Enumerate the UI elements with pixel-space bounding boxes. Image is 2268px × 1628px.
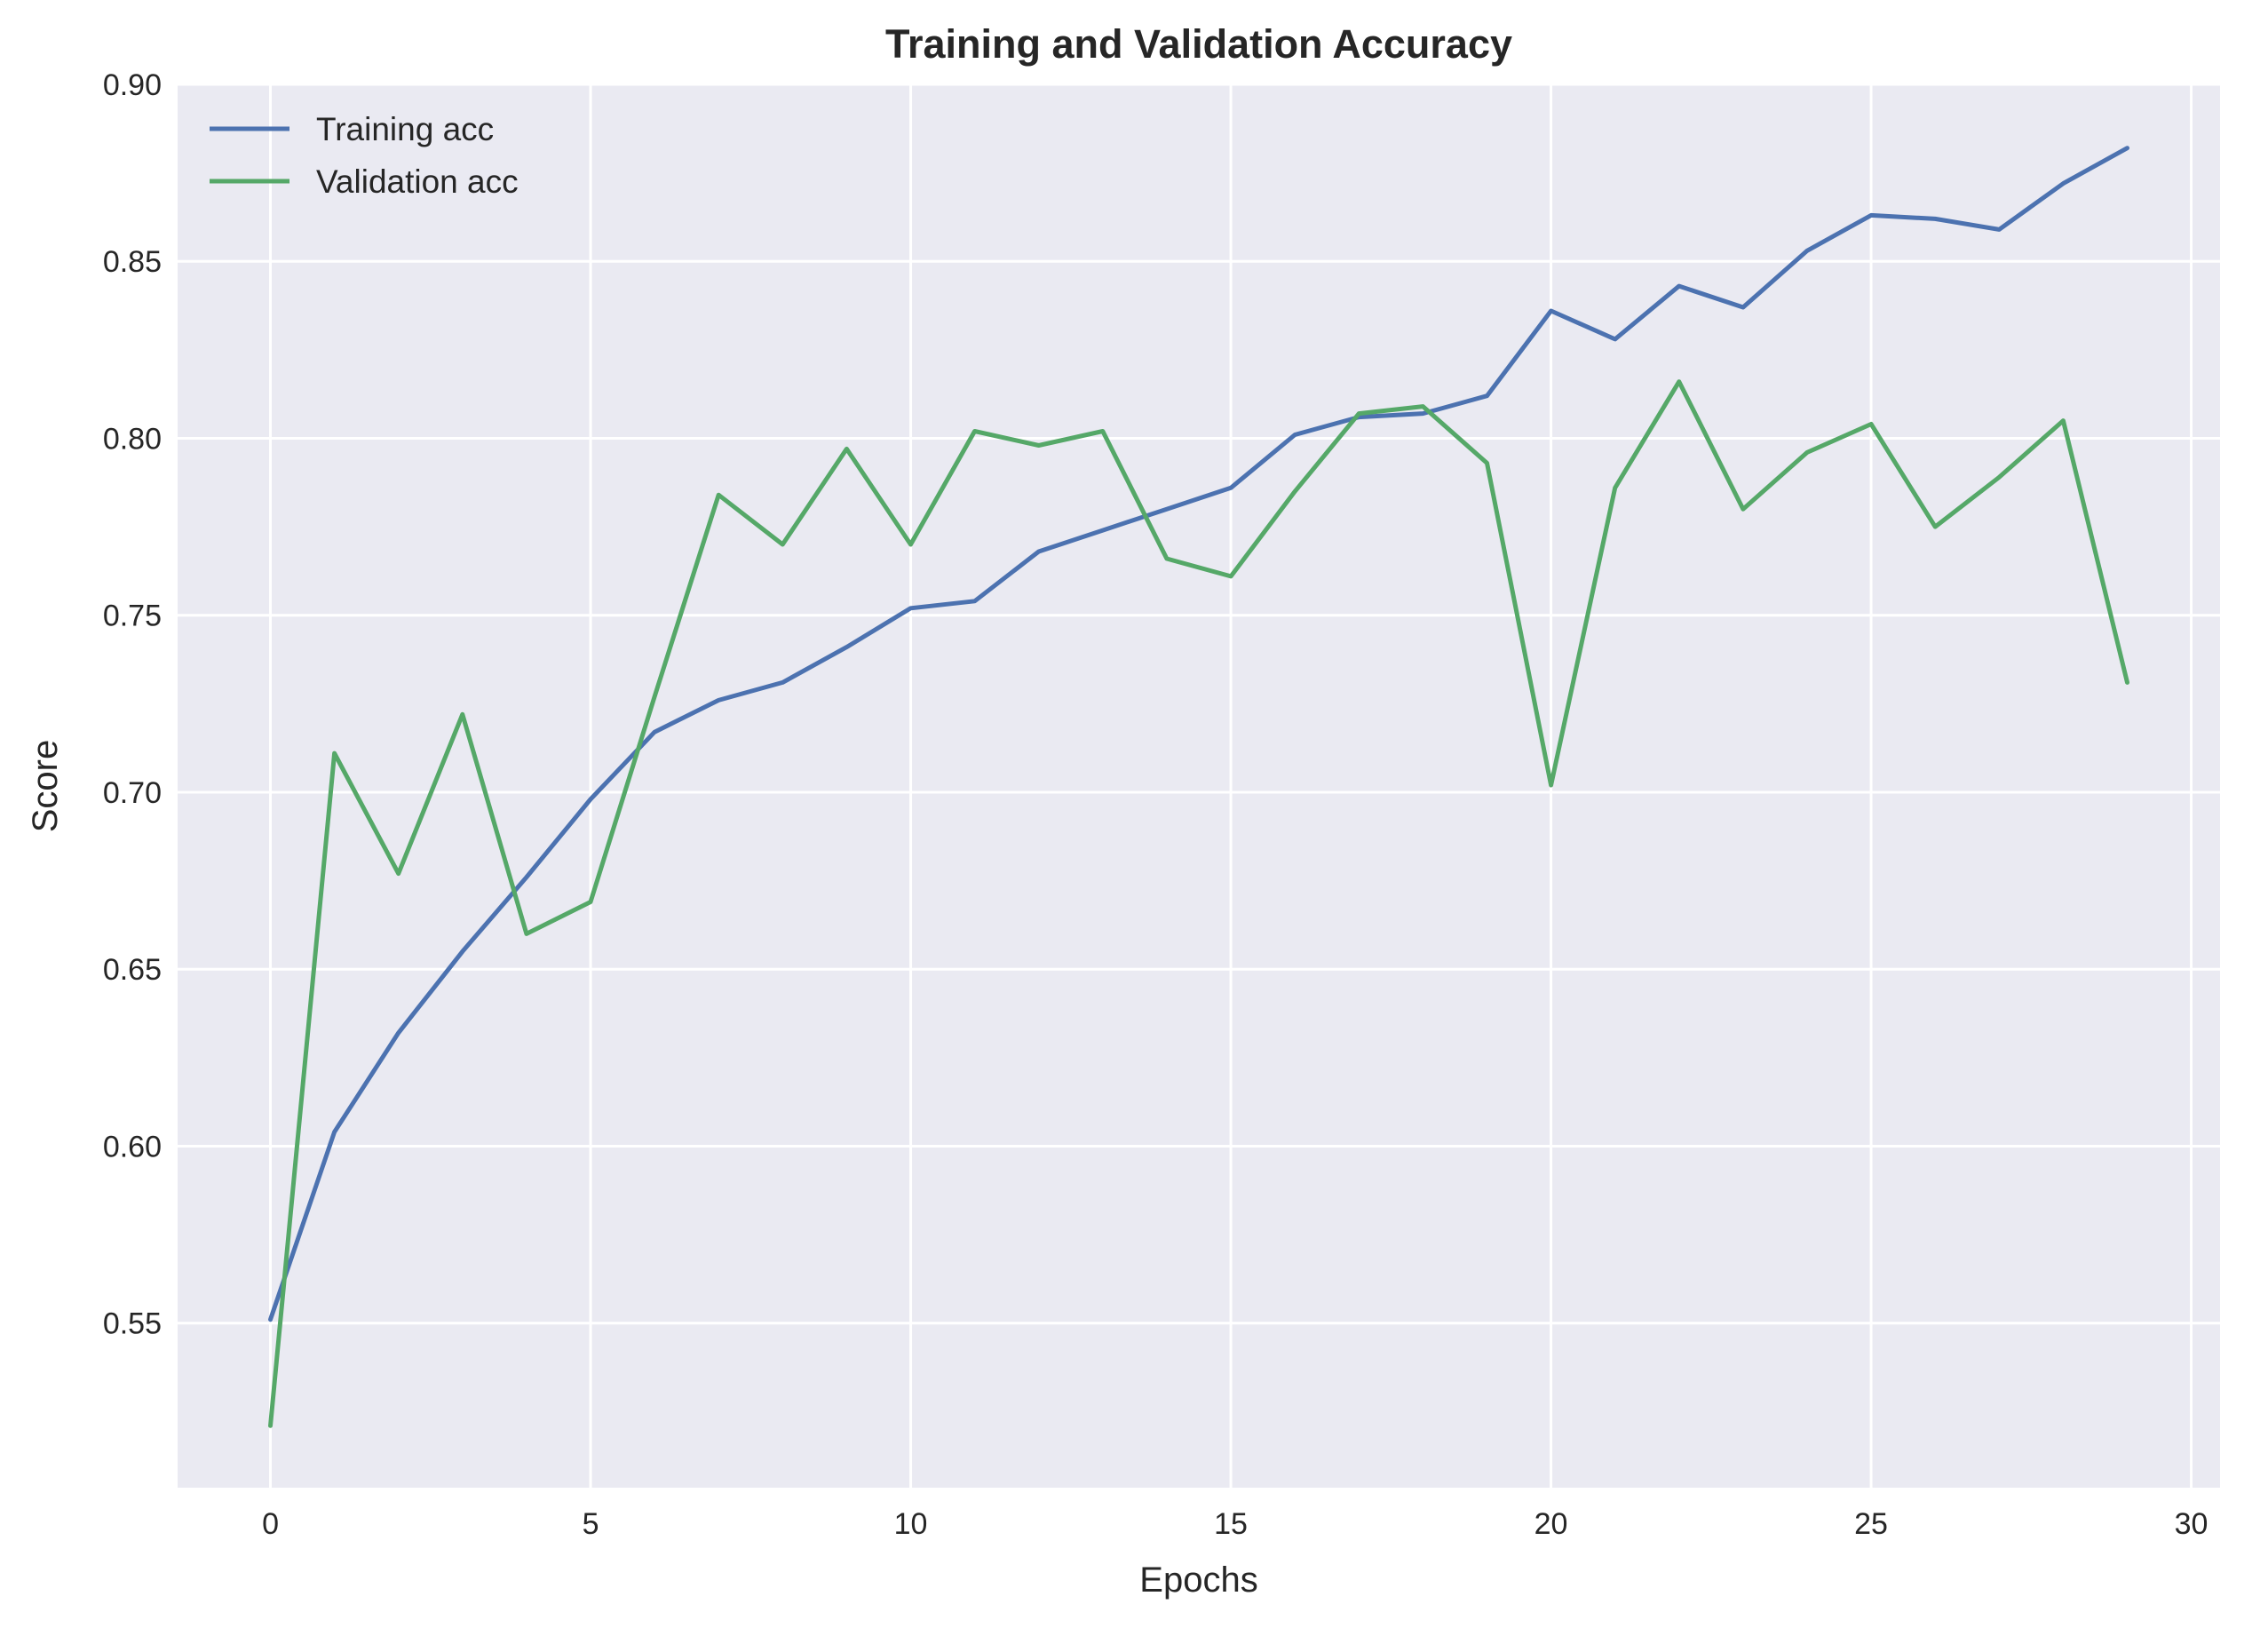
- y-tick-label: 0.60: [103, 1130, 162, 1163]
- series-line-training: [268, 146, 2129, 1322]
- y-tick-labels: 0.55 0.60 0.65 0.70 0.75 0.80 0.85 0.90: [103, 68, 162, 1341]
- x-tick-label: 30: [2175, 1507, 2209, 1541]
- series-lines: [268, 146, 2129, 1428]
- x-tick-label: 0: [262, 1507, 279, 1541]
- legend-label-validation: Validation acc: [316, 163, 519, 200]
- y-tick-label: 0.65: [103, 953, 162, 987]
- y-axis-label: Score: [26, 740, 65, 833]
- y-tick-label: 0.55: [103, 1307, 162, 1341]
- x-tick-label: 25: [1854, 1507, 1888, 1541]
- chart-title: Training and Validation Accuracy: [885, 21, 1512, 67]
- x-axis-label: Epochs: [1139, 1560, 1257, 1600]
- x-tick-label: 10: [894, 1507, 928, 1541]
- y-tick-label: 0.90: [103, 68, 162, 102]
- y-tick-label: 0.75: [103, 600, 162, 633]
- legend-label-training: Training acc: [316, 111, 494, 147]
- x-tick-label: 20: [1534, 1507, 1568, 1541]
- series-line-validation: [268, 379, 2129, 1428]
- y-tick-label: 0.85: [103, 245, 162, 279]
- legend: Training acc Validation acc: [210, 111, 519, 200]
- x-tick-labels: 0 5 10 15 20 25 30: [262, 1507, 2208, 1541]
- x-tick-label: 5: [583, 1507, 599, 1541]
- y-tick-label: 0.80: [103, 422, 162, 456]
- x-tick-label: 15: [1214, 1507, 1248, 1541]
- grid: [178, 83, 2220, 1488]
- y-tick-label: 0.70: [103, 776, 162, 810]
- plot-background: [178, 84, 2220, 1488]
